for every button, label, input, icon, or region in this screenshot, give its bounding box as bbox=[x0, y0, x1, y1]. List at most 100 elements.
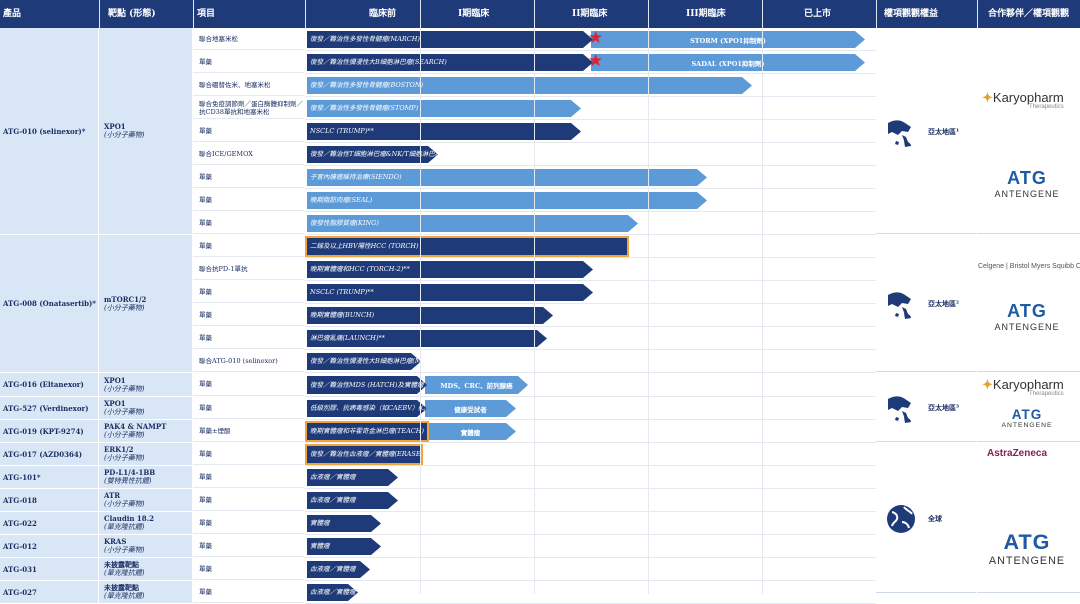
partner-panel bbox=[977, 235, 1080, 372]
regimen-text: 單藥 bbox=[199, 472, 212, 481]
antengene-mark-icon: ATG bbox=[1003, 529, 1051, 554]
pipeline-bar: 復發／難治性T細胞淋巴瘤&NK/T細胞淋巴瘤(TOUCH) bbox=[307, 146, 438, 163]
row-track bbox=[305, 419, 876, 420]
target-cell: ERK1/2 (小分子藥物) bbox=[99, 443, 192, 465]
pipeline-bar: 復發／難治性多發性骨髓瘤(MARCH) bbox=[307, 31, 593, 48]
row-track bbox=[305, 349, 876, 350]
header-divider bbox=[977, 0, 978, 28]
target-type: (小分子藥物) bbox=[104, 131, 145, 139]
target-name: PD-L1/4-1BB bbox=[104, 468, 156, 477]
row-track bbox=[305, 188, 876, 189]
pipeline-bar: 晚期實體瘤和HCC (TORCH-2)** bbox=[307, 261, 593, 278]
target-cell: PAK4 & NAMPT (小分子藥物) bbox=[99, 420, 192, 442]
pipeline-bar: 晚期實體瘤和非霍奇金淋巴瘤(TEACH) bbox=[305, 421, 429, 442]
regimen-text: 單藥 bbox=[199, 195, 212, 204]
regimen-text: 單藥 bbox=[199, 449, 212, 458]
target-type: (小分子藥物) bbox=[104, 303, 145, 312]
pipeline-bar: 復發／難治性血液瘤／實體瘤(ERASER) bbox=[305, 444, 423, 465]
target-type: (單克隆抗體) bbox=[104, 523, 145, 531]
regimen-text: 單藥 bbox=[199, 218, 212, 227]
karyopharm-sub: Therapeutics bbox=[1029, 104, 1064, 110]
product-name-text: ATG-018 bbox=[3, 495, 37, 505]
target-type: (小分子藥物) bbox=[104, 546, 145, 554]
extension-bar: SADAL (XPO1抑制劑) bbox=[591, 54, 865, 71]
pipeline-bar-label: 血液瘤／實體瘤 bbox=[310, 588, 356, 596]
regimen-cell: 單藥 bbox=[193, 327, 304, 349]
pipeline-bar-label: 淋巴瘤亂痛(LAUNCH)** bbox=[310, 334, 385, 342]
antengene-logo: ATG ANTENGENE bbox=[987, 407, 1067, 429]
regimen-text: 單藥 bbox=[199, 241, 212, 250]
header-cell: I期臨床 bbox=[458, 9, 490, 19]
regimen-cell: 單藥 bbox=[193, 535, 304, 557]
regimen-text: 單藥 bbox=[199, 518, 212, 527]
regimen-cell: 單藥 bbox=[193, 512, 304, 534]
pipeline-bar-label: 復發／難治性彌漫性大B細胞淋巴瘤(MATCH) bbox=[310, 357, 421, 365]
regimen-cell: 聯合免疫調節劑／蛋白酶體抑制劑／抗CD38單抗和地塞米松 bbox=[193, 97, 304, 119]
target-name: KRAS bbox=[104, 537, 127, 546]
pipeline-bar: 二線及以上HBV陽性HCC (TORCH) bbox=[305, 236, 629, 257]
header-divider bbox=[876, 0, 877, 28]
pipeline-bar-label: 晚期實體瘤和HCC (TORCH-2)** bbox=[310, 265, 410, 273]
territory-label: 亞太地區³ bbox=[928, 403, 960, 412]
product-name: ATG-027 bbox=[0, 581, 98, 603]
pipeline-bar-label: NSCLC (TRUMP)** bbox=[310, 288, 374, 296]
target-name: XPO1 bbox=[104, 375, 126, 385]
target-type: (單克隆抗體) bbox=[104, 592, 145, 600]
row-track bbox=[305, 557, 876, 558]
karyopharm-logo: ✦Karyopharm Therapeutics bbox=[982, 377, 1064, 397]
row-track bbox=[305, 326, 876, 327]
pipeline-bar-label: 血液瘤／實體瘤 bbox=[310, 565, 356, 573]
bms-celgene-logo: Celgene | Bristol Myers Squibb Company bbox=[978, 263, 1080, 270]
row-track bbox=[305, 211, 876, 212]
row-track bbox=[305, 96, 876, 97]
regimen-cell: 聯合ATG-010 (selinexor) bbox=[193, 350, 304, 372]
antengene-logo: ATG ANTENGENE bbox=[987, 301, 1067, 332]
target-type: (雙特異性抗體) bbox=[104, 477, 152, 485]
product-name-text: ATG-017 (AZD0364) bbox=[3, 449, 83, 459]
product-name: ATG-031 bbox=[0, 558, 98, 580]
product-name-text: ATG-022 bbox=[3, 518, 37, 528]
product-name: ATG-010 (selinexor)* bbox=[0, 28, 98, 234]
row-track bbox=[305, 303, 876, 304]
row-track bbox=[305, 442, 876, 443]
target-cell: XPO1 (小分子藥物) bbox=[99, 397, 192, 419]
antengene-mark-icon: ATG bbox=[1011, 407, 1043, 422]
target-cell: 未披露靶點 (單克隆抗體) bbox=[99, 558, 192, 580]
target-type: (小分子藥物) bbox=[104, 500, 145, 508]
extension-bar: 實體瘤 bbox=[425, 423, 516, 440]
header-divider bbox=[305, 0, 306, 28]
pipeline-bar-label: 復發／難治性多發性骨髓瘤(MARCH) bbox=[310, 35, 420, 43]
pipeline-bar-label: 復發／難治性MDS (HATCH)及實體瘤 bbox=[310, 380, 424, 389]
territory-label: 亞太地區¹ bbox=[928, 126, 960, 136]
target-cell: PD-L1/4-1BB (雙特異性抗體) bbox=[99, 466, 192, 488]
header-cell: 產品 bbox=[3, 9, 22, 19]
header-divider bbox=[193, 0, 194, 28]
asia-pacific-map-icon bbox=[888, 396, 911, 423]
pipeline-bar-label: 晚期實體瘤(BUNCH) bbox=[310, 311, 375, 319]
pipeline-bar: 復發／難治性彌漫性大B細胞淋巴瘤(MATCH) bbox=[307, 353, 421, 370]
regimen-cell: 聯合硼替佐米、地塞米松 bbox=[193, 74, 304, 96]
pipeline-bar-label: 血液瘤／實體瘤 bbox=[310, 496, 356, 504]
regimen-text: 單藥 bbox=[199, 564, 212, 573]
regimen-text: 聯合ICE/GEMOX bbox=[199, 149, 253, 158]
target-type: (小分子藥物) bbox=[104, 454, 145, 462]
regimen-text: 單藥 bbox=[199, 57, 212, 66]
regimen-cell: 單藥 bbox=[193, 373, 304, 396]
target-cell: 未披露靶點 (單克隆抗體) bbox=[99, 581, 192, 603]
globe-icon bbox=[887, 504, 915, 533]
antengene-mark-icon: ATG bbox=[1007, 168, 1047, 188]
regimen-text: 單藥 bbox=[199, 333, 212, 342]
extension-label: 實體瘤 bbox=[460, 428, 481, 437]
regimen-cell: 單藥 bbox=[193, 466, 304, 488]
pipeline-bar: 復發／難治性MDS (HATCH)及實體瘤 bbox=[307, 376, 427, 394]
pipeline-bar: 血液瘤／實體瘤 bbox=[307, 469, 398, 486]
stage-divider bbox=[534, 28, 535, 594]
product-name: ATG-008 (Onatasertib)* bbox=[0, 235, 98, 372]
territory-label: 全球 bbox=[928, 513, 942, 523]
product-name-text: ATG-031 bbox=[3, 564, 37, 574]
pipeline-bar-label: 血液瘤／實體瘤 bbox=[310, 473, 356, 481]
pipeline-bar: 實體瘤 bbox=[307, 515, 381, 532]
regimen-cell: 單藥 bbox=[193, 558, 304, 580]
row-track bbox=[305, 396, 876, 397]
extension-label: SADAL (XPO1抑制劑) bbox=[691, 59, 765, 68]
